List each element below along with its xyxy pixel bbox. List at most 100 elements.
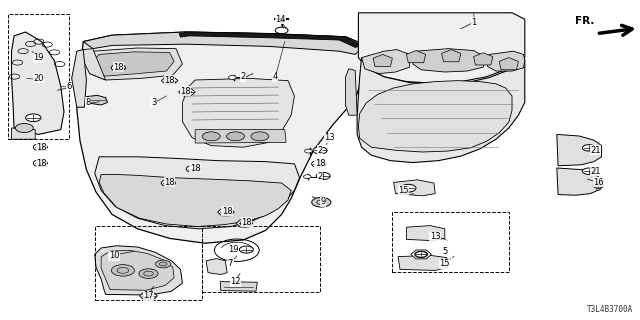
Text: 19: 19	[228, 245, 239, 254]
Polygon shape	[406, 226, 445, 241]
Polygon shape	[12, 128, 35, 139]
Circle shape	[582, 145, 595, 151]
Circle shape	[163, 77, 177, 84]
Polygon shape	[499, 58, 518, 70]
Polygon shape	[83, 32, 365, 54]
Polygon shape	[236, 220, 253, 227]
Polygon shape	[95, 246, 182, 295]
Text: 2: 2	[317, 146, 323, 155]
Polygon shape	[413, 49, 486, 72]
Text: 18: 18	[222, 207, 232, 216]
Circle shape	[275, 27, 288, 34]
Text: 2: 2	[317, 172, 323, 180]
Text: 18: 18	[36, 159, 47, 168]
Text: 13: 13	[430, 232, 440, 241]
Text: 15: 15	[440, 260, 450, 268]
Circle shape	[15, 124, 33, 132]
Circle shape	[161, 180, 175, 187]
Text: 18: 18	[241, 218, 252, 227]
Circle shape	[415, 251, 428, 258]
Circle shape	[582, 168, 595, 174]
Polygon shape	[406, 51, 426, 63]
Text: 16: 16	[593, 178, 604, 187]
Polygon shape	[358, 13, 525, 83]
Text: 18: 18	[36, 143, 47, 152]
Text: 21: 21	[590, 167, 600, 176]
Polygon shape	[206, 259, 227, 275]
Polygon shape	[474, 53, 493, 65]
Circle shape	[202, 132, 220, 141]
Text: 21: 21	[590, 146, 600, 155]
Bar	[392, 212, 509, 272]
Text: 15: 15	[398, 186, 408, 195]
Polygon shape	[486, 51, 525, 71]
Text: 17: 17	[143, 292, 154, 300]
Text: 1: 1	[471, 18, 476, 27]
Bar	[95, 226, 202, 300]
Text: 5: 5	[442, 247, 447, 256]
Circle shape	[33, 144, 47, 151]
Circle shape	[228, 76, 236, 79]
Text: 8: 8	[86, 98, 91, 107]
Polygon shape	[218, 209, 234, 216]
Circle shape	[219, 209, 233, 216]
Polygon shape	[346, 69, 357, 115]
Circle shape	[316, 172, 330, 180]
Polygon shape	[557, 168, 602, 195]
Polygon shape	[12, 32, 64, 134]
Circle shape	[303, 175, 311, 179]
Circle shape	[111, 265, 134, 276]
Circle shape	[141, 292, 156, 300]
Text: 19: 19	[33, 53, 44, 62]
Text: 18: 18	[190, 164, 200, 172]
Polygon shape	[411, 250, 431, 259]
Polygon shape	[373, 54, 392, 67]
Text: 4: 4	[273, 72, 278, 81]
Circle shape	[251, 132, 269, 141]
Text: 18: 18	[180, 87, 191, 96]
Polygon shape	[394, 180, 435, 196]
Circle shape	[33, 160, 47, 167]
Circle shape	[111, 64, 125, 71]
Text: 18: 18	[164, 76, 175, 84]
Polygon shape	[442, 50, 461, 62]
Polygon shape	[220, 282, 257, 291]
Text: 6: 6	[67, 82, 72, 91]
Circle shape	[401, 184, 416, 192]
Text: 13: 13	[324, 133, 335, 142]
Circle shape	[180, 89, 194, 96]
Circle shape	[305, 149, 312, 153]
Polygon shape	[95, 157, 300, 229]
Circle shape	[26, 114, 41, 122]
Polygon shape	[357, 58, 525, 163]
Polygon shape	[99, 174, 291, 227]
Polygon shape	[358, 81, 512, 152]
Circle shape	[312, 160, 326, 167]
Polygon shape	[362, 50, 410, 74]
Polygon shape	[86, 95, 108, 105]
Text: 3: 3	[151, 98, 156, 107]
Text: 14: 14	[275, 15, 285, 24]
Bar	[202, 226, 320, 292]
Circle shape	[239, 246, 253, 253]
Circle shape	[139, 269, 158, 278]
Polygon shape	[182, 78, 294, 147]
Text: 18: 18	[315, 159, 325, 168]
Circle shape	[312, 197, 331, 207]
Polygon shape	[93, 52, 174, 76]
Text: 7: 7	[228, 260, 233, 268]
Text: 10: 10	[109, 252, 119, 260]
Polygon shape	[179, 32, 362, 47]
Circle shape	[227, 132, 244, 141]
Text: 20: 20	[33, 74, 44, 83]
Polygon shape	[161, 77, 178, 84]
Text: 2: 2	[241, 72, 246, 81]
Text: T3L4B3700A: T3L4B3700A	[588, 305, 634, 314]
Circle shape	[186, 165, 200, 172]
Text: 12: 12	[230, 277, 241, 286]
Polygon shape	[83, 49, 106, 80]
Text: 18: 18	[164, 178, 175, 187]
Circle shape	[237, 220, 252, 227]
Text: 9: 9	[321, 197, 326, 206]
Bar	[8, 14, 69, 139]
